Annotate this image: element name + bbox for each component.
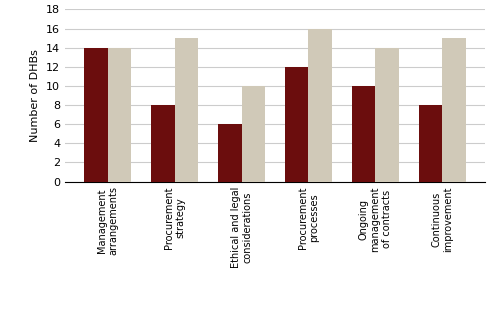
Bar [352,86,376,182]
Y-axis label: Number of DHBs: Number of DHBs [30,49,40,142]
Bar [108,48,131,182]
Bar [218,124,242,182]
Bar [442,38,466,182]
Bar [285,67,308,182]
Bar [242,86,265,182]
Bar [174,38,198,182]
Bar [376,48,399,182]
Bar [419,105,442,182]
Bar [84,48,108,182]
Bar [151,105,174,182]
Bar [308,28,332,182]
Legend: 2007/08, 2008/09: 2007/08, 2008/09 [194,311,356,313]
